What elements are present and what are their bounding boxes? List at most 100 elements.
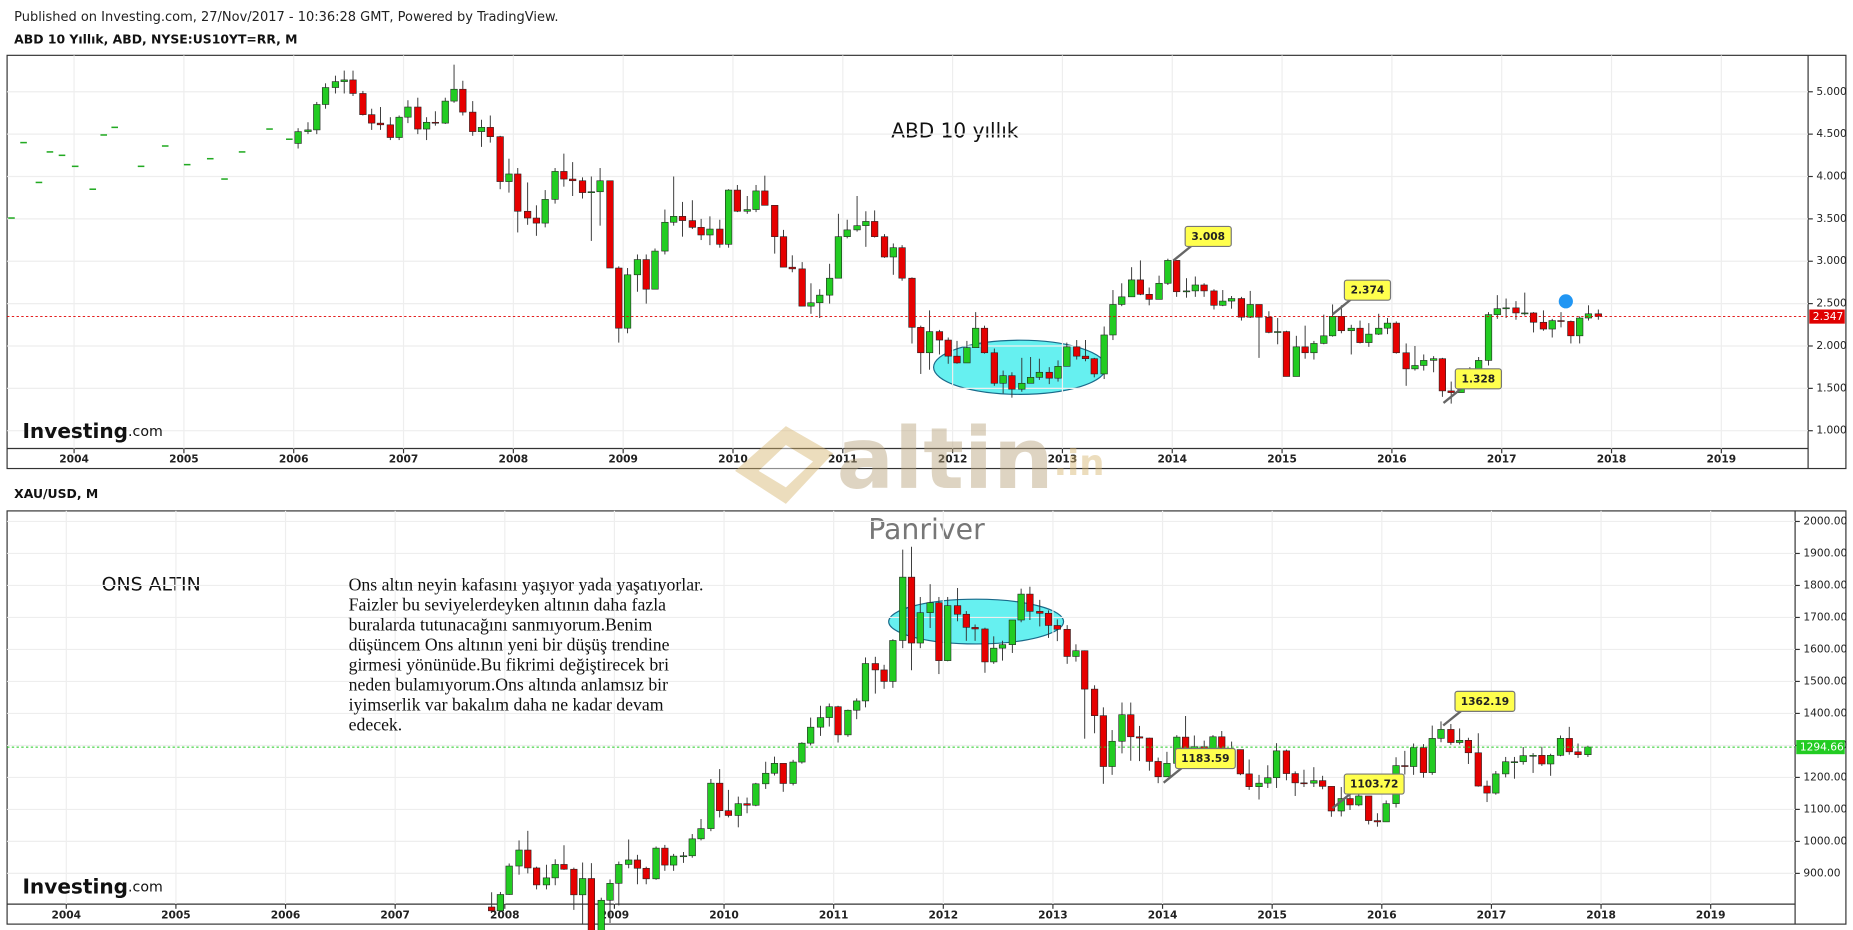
- candle-body: [706, 228, 714, 236]
- y-tick-label: 900.00: [1803, 866, 1840, 879]
- comment-line: iyimserlik var bakalım daha ne kadar dev…: [349, 694, 664, 714]
- candle-body: [1100, 334, 1108, 375]
- y-tick-label: 2.500: [1816, 297, 1847, 310]
- comment-line: Ons altın neyin kafasını yaşıyor yada ya…: [349, 574, 704, 594]
- candle-body: [1173, 260, 1181, 293]
- candle-body: [1456, 740, 1464, 743]
- candle-body: [770, 763, 779, 774]
- y-tick-label: 1200.00: [1803, 770, 1847, 783]
- candle-body: [1428, 738, 1436, 773]
- y-tick-label: 1.000: [1816, 424, 1847, 437]
- candle-body: [1420, 360, 1428, 366]
- y-tick-label: 1400.00: [1803, 706, 1847, 719]
- candle-body: [1008, 375, 1016, 390]
- candle-body: [825, 706, 833, 718]
- candle-body: [1327, 786, 1335, 812]
- candle-body: [1145, 293, 1153, 300]
- candle-body: [524, 210, 532, 219]
- candle-body: [1474, 752, 1482, 787]
- y-tick-label: 3.500: [1816, 212, 1847, 225]
- candle-body: [615, 267, 623, 329]
- candle-body: [707, 782, 715, 829]
- candle-body: [1145, 737, 1153, 762]
- candle-body: [1447, 729, 1455, 743]
- candle-body: [1310, 780, 1318, 784]
- candle-body: [1320, 335, 1328, 344]
- candle-body: [1118, 296, 1126, 305]
- candle-body: [1282, 331, 1291, 377]
- candle-body: [1063, 628, 1071, 657]
- candle-body: [670, 855, 678, 866]
- y-tick-label: 2.000: [1816, 339, 1847, 352]
- candle-body: [431, 121, 439, 124]
- x-tick-label: 2008: [490, 908, 520, 921]
- callout-pointer: [1442, 386, 1464, 404]
- candle-body: [1567, 321, 1575, 337]
- candle-body: [1548, 320, 1556, 330]
- candle-body: [1576, 317, 1584, 337]
- chart-title: XAU/USD, M: [14, 487, 98, 501]
- x-tick-label: 2015: [1257, 908, 1287, 921]
- candle-body: [1182, 290, 1191, 293]
- candle-body: [1292, 346, 1300, 377]
- x-tick-label: 2007: [389, 453, 419, 466]
- comment-line: neden bulamıyorum.Ons altında anlamsız b…: [349, 674, 669, 694]
- candle-body: [1538, 755, 1546, 765]
- x-tick-label: 2006: [271, 908, 301, 921]
- bottom-panel: Panriver ONS ALTIN: [6, 510, 1847, 925]
- candle-body: [779, 763, 787, 784]
- candle-body: [1081, 355, 1090, 359]
- candle-body: [1347, 327, 1355, 332]
- candle-body: [953, 605, 962, 615]
- candle-body: [304, 129, 312, 132]
- y-tick-label: 1900.00: [1803, 546, 1847, 559]
- candle-body: [1419, 747, 1428, 773]
- x-tick-label: 2004: [59, 453, 89, 466]
- y-tick-label: 4.000: [1816, 170, 1847, 183]
- candle-body: [1236, 749, 1244, 775]
- panel-frame: [6, 510, 1847, 925]
- candle-body: [1529, 755, 1537, 757]
- y-tick-label: 1100.00: [1803, 802, 1847, 815]
- candle-body: [1053, 625, 1061, 630]
- watermark: altin.in: [735, 411, 1104, 510]
- candle-body: [1026, 377, 1035, 384]
- candle-body: [724, 189, 733, 245]
- candle-body: [386, 124, 394, 138]
- comment-line: Faizler bu seviyelerdeyken altının daha …: [349, 594, 667, 614]
- candle-body: [1135, 736, 1144, 739]
- candle-body: [861, 663, 870, 702]
- candle-body: [1301, 346, 1309, 354]
- candle-body: [496, 136, 504, 182]
- candle-body: [889, 640, 897, 682]
- candle-body: [971, 627, 979, 630]
- candle-body: [844, 709, 852, 736]
- candle-body: [661, 847, 669, 866]
- callout-label: 1.328: [1462, 372, 1496, 385]
- candle-body: [515, 849, 523, 867]
- candle-body: [752, 783, 760, 806]
- candle-body: [953, 355, 961, 364]
- candle-body: [1319, 780, 1327, 787]
- candle-body: [1073, 346, 1081, 357]
- candle-body: [1255, 304, 1263, 318]
- candle-body: [871, 663, 879, 671]
- logo-name: Investing: [22, 874, 128, 898]
- candle-body: [981, 628, 989, 663]
- candle-body: [596, 180, 604, 193]
- candle-body: [541, 199, 549, 224]
- y-tick-label: 1.500: [1816, 381, 1847, 394]
- candle-body: [1557, 320, 1565, 322]
- logo: Investing.com: [22, 874, 162, 898]
- candle-body: [1365, 333, 1373, 343]
- candle-body: [1035, 371, 1043, 378]
- callout-pointer: [1442, 709, 1463, 727]
- candle-body: [871, 221, 879, 237]
- comment-line: düşüncem Ons altının yeni bir düşüş tren…: [349, 634, 670, 654]
- candle-body: [688, 220, 696, 228]
- candle-body: [1356, 327, 1364, 343]
- watermark-name: altin: [837, 411, 1054, 510]
- y-tick-label: 4.500: [1816, 127, 1847, 140]
- comment-line: buralarda tutunacağını sanmıyorum.Benim: [349, 614, 653, 634]
